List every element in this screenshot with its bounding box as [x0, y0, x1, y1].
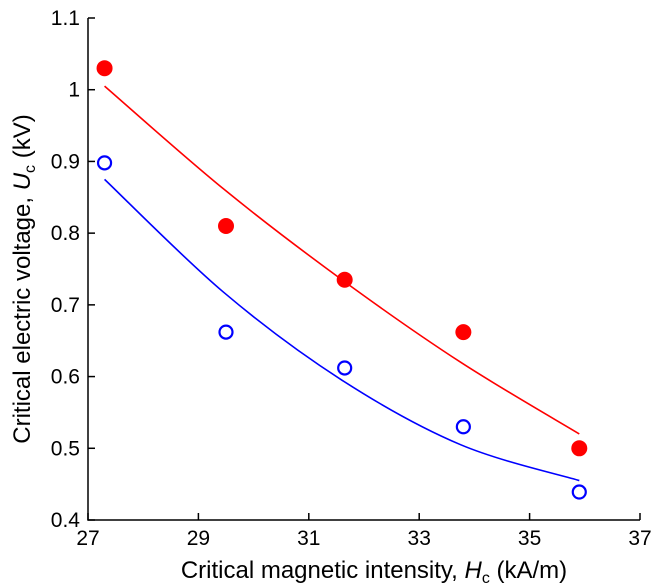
fit-line-1: [104, 85, 580, 435]
y-tick-label: 0.6: [51, 366, 80, 389]
y-axis-label: Critical electric voltage, Uc (kV): [9, 114, 39, 443]
x-tick-label: 33: [408, 527, 431, 550]
y-tick-label: 0.7: [51, 294, 80, 317]
y-tick-label: 0.8: [51, 222, 80, 245]
data-point-1: [571, 440, 588, 457]
x-tick-label: 31: [297, 527, 320, 550]
y-tick-label: 1: [68, 79, 80, 102]
ticks: 27 29 31 33 35 37 0.4 0.5 0.6 0.7 0.8 0.9 1 1.1: [51, 7, 652, 550]
data-point-2: [571, 484, 587, 500]
x-tick-label: 27: [76, 527, 99, 550]
data-point-1: [96, 60, 113, 77]
axis-lines: [87, 18, 640, 521]
data-points: [96, 60, 588, 500]
data-point-2: [455, 419, 471, 435]
y-tick-label: 1.1: [51, 7, 80, 30]
y-tick-label: 0.5: [51, 437, 80, 460]
x-tick-label: 37: [628, 527, 651, 550]
plot-area: [87, 18, 640, 521]
data-point-2: [337, 360, 353, 376]
fit-line-2: [104, 178, 580, 482]
x-tick-label: 29: [187, 527, 210, 550]
y-tick-label: 0.4: [51, 509, 81, 532]
y-tick-label: 0.9: [51, 150, 80, 173]
data-point-2: [218, 324, 234, 340]
data-point-1: [455, 324, 472, 341]
x-axis-label: Critical magnetic intensity, Hc (kA/m): [181, 557, 567, 586]
x-tick-label: 35: [518, 527, 541, 550]
data-point-1: [336, 271, 353, 288]
data-point-1: [218, 217, 234, 234]
data-point-2: [96, 155, 113, 171]
